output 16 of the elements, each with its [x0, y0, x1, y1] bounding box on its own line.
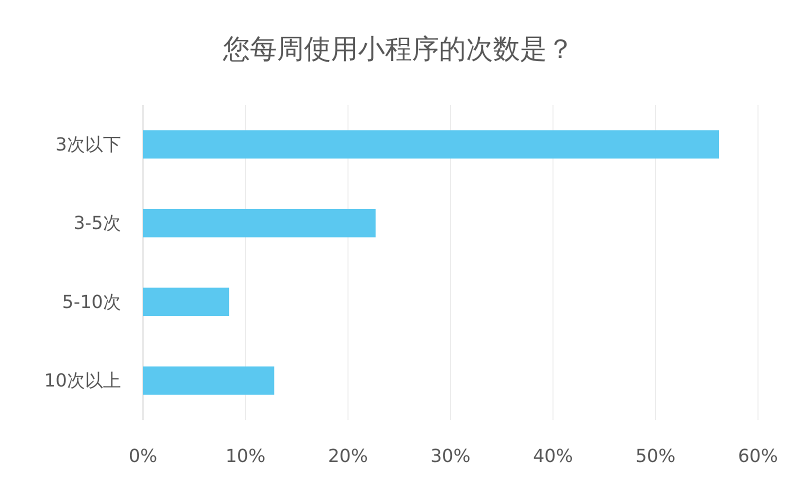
x-tick-label: 40%	[532, 446, 574, 467]
y-tick-label: 3-5次	[74, 213, 121, 234]
x-tick-label: 0%	[128, 446, 158, 467]
x-tick-label: 20%	[328, 446, 368, 467]
bar	[143, 208, 376, 238]
bar	[143, 366, 274, 395]
x-tick-label: 50%	[635, 446, 676, 467]
y-tick-label: 3次以下	[56, 134, 121, 156]
bar	[143, 288, 230, 316]
y-tick-label: 10次以上	[44, 370, 121, 392]
chart-title: 您每周使用小程序的次数是？	[222, 34, 574, 65]
bar	[143, 130, 720, 159]
x-tick-label: 10%	[225, 446, 266, 467]
y-tick-label: 5-10次	[62, 292, 121, 313]
x-tick-label: 30%	[430, 446, 471, 467]
x-tick-label: 60%	[738, 446, 778, 467]
